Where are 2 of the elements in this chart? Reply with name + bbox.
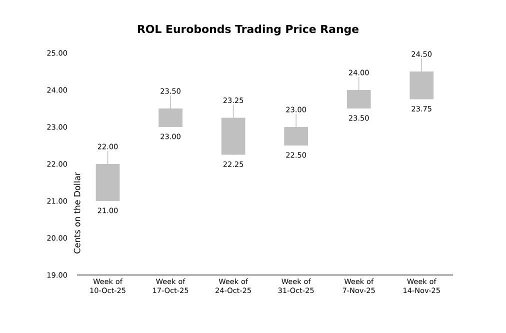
y-axis-title: Cents on the Dollar xyxy=(74,172,80,254)
chart-title: ROL Eurobonds Trading Price Range xyxy=(138,24,359,36)
